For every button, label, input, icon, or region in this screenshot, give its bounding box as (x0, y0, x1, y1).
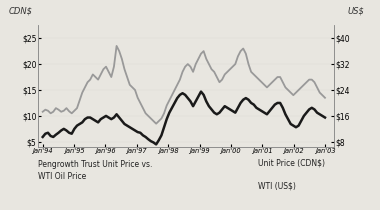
Text: Unit Price (CDN$): Unit Price (CDN$) (258, 158, 325, 167)
Text: Pengrowth Trust Unit Price vs.
WTI Oil Price: Pengrowth Trust Unit Price vs. WTI Oil P… (38, 160, 152, 181)
Text: CDN$: CDN$ (8, 7, 32, 16)
Text: WTI (US$): WTI (US$) (258, 181, 296, 190)
Text: US$: US$ (347, 7, 364, 16)
